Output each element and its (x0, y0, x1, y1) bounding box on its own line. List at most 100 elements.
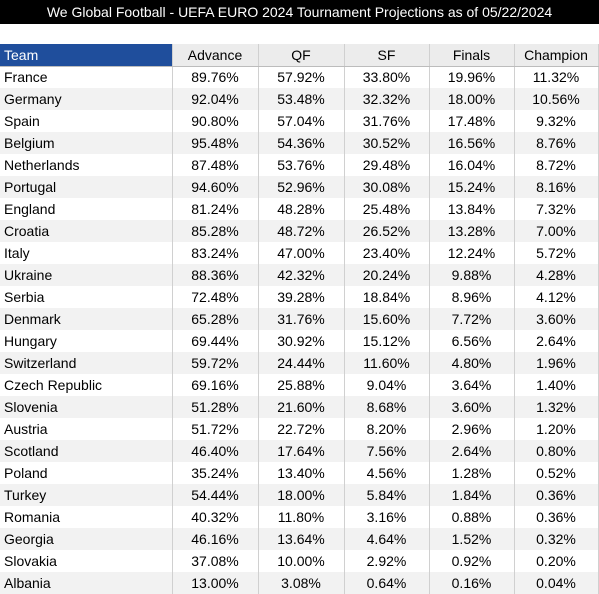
cell-qf: 31.76% (258, 308, 345, 330)
cell-sf: 8.68% (344, 396, 430, 418)
cell-sf: 4.64% (344, 528, 430, 550)
cell-champion: 7.00% (514, 220, 599, 242)
table-row: Scotland 46.40% 17.64% 7.56% 2.64% 0.80% (0, 440, 599, 462)
cell-champion: 4.28% (514, 264, 599, 286)
cell-qf: 13.64% (258, 528, 345, 550)
cell-team: Italy (0, 242, 173, 264)
column-header-sf[interactable]: SF (344, 44, 430, 67)
cell-qf: 42.32% (258, 264, 345, 286)
cell-finals: 17.48% (429, 110, 515, 132)
cell-sf: 0.64% (344, 572, 430, 594)
table-row: Netherlands 87.48% 53.76% 29.48% 16.04% 8.72% (0, 154, 599, 176)
cell-team: Austria (0, 418, 173, 440)
cell-qf: 48.28% (258, 198, 345, 220)
cell-advance: 46.16% (172, 528, 259, 550)
cell-champion: 0.36% (514, 506, 599, 528)
cell-sf: 25.48% (344, 198, 430, 220)
cell-advance: 69.16% (172, 374, 259, 396)
cell-finals: 3.64% (429, 374, 515, 396)
cell-team: Portugal (0, 176, 173, 198)
cell-sf: 31.76% (344, 110, 430, 132)
cell-qf: 24.44% (258, 352, 345, 374)
cell-champion: 10.56% (514, 88, 599, 110)
cell-finals: 0.92% (429, 550, 515, 572)
cell-advance: 35.24% (172, 462, 259, 484)
cell-champion: 1.96% (514, 352, 599, 374)
cell-champion: 0.20% (514, 550, 599, 572)
table-row: Denmark 65.28% 31.76% 15.60% 7.72% 3.60% (0, 308, 599, 330)
cell-finals: 1.28% (429, 462, 515, 484)
cell-finals: 7.72% (429, 308, 515, 330)
cell-finals: 2.96% (429, 418, 515, 440)
cell-team: Poland (0, 462, 173, 484)
cell-champion: 8.72% (514, 154, 599, 176)
cell-finals: 13.84% (429, 198, 515, 220)
cell-sf: 5.84% (344, 484, 430, 506)
projections-table: Team Advance QF SF Finals Champion Franc… (0, 44, 599, 594)
cell-champion: 5.72% (514, 242, 599, 264)
cell-team: Czech Republic (0, 374, 173, 396)
table-row: Spain 90.80% 57.04% 31.76% 17.48% 9.32% (0, 110, 599, 132)
column-header-team[interactable]: Team (0, 44, 173, 67)
cell-qf: 17.64% (258, 440, 345, 462)
column-header-champion[interactable]: Champion (514, 44, 599, 67)
cell-team: France (0, 66, 173, 88)
cell-qf: 48.72% (258, 220, 345, 242)
cell-advance: 59.72% (172, 352, 259, 374)
cell-advance: 88.36% (172, 264, 259, 286)
cell-sf: 33.80% (344, 66, 430, 88)
cell-sf: 29.48% (344, 154, 430, 176)
cell-team: Croatia (0, 220, 173, 242)
cell-qf: 10.00% (258, 550, 345, 572)
column-header-qf[interactable]: QF (258, 44, 345, 67)
table-row: Ukraine 88.36% 42.32% 20.24% 9.88% 4.28% (0, 264, 599, 286)
cell-advance: 54.44% (172, 484, 259, 506)
table-row: Serbia 72.48% 39.28% 18.84% 8.96% 4.12% (0, 286, 599, 308)
cell-sf: 15.12% (344, 330, 430, 352)
cell-advance: 13.00% (172, 572, 259, 594)
cell-finals: 6.56% (429, 330, 515, 352)
cell-champion: 4.12% (514, 286, 599, 308)
table-row: Czech Republic 69.16% 25.88% 9.04% 3.64% 1.40… (0, 374, 599, 396)
cell-finals: 13.28% (429, 220, 515, 242)
cell-sf: 26.52% (344, 220, 430, 242)
cell-advance: 90.80% (172, 110, 259, 132)
cell-qf: 11.80% (258, 506, 345, 528)
cell-qf: 52.96% (258, 176, 345, 198)
cell-sf: 8.20% (344, 418, 430, 440)
cell-finals: 12.24% (429, 242, 515, 264)
cell-sf: 18.84% (344, 286, 430, 308)
cell-sf: 30.52% (344, 132, 430, 154)
cell-team: Switzerland (0, 352, 173, 374)
page-title: We Global Football - UEFA EURO 2024 Tour… (0, 0, 599, 24)
cell-qf: 25.88% (258, 374, 345, 396)
table-row: Austria 51.72% 22.72% 8.20% 2.96% 1.20% (0, 418, 599, 440)
cell-champion: 1.32% (514, 396, 599, 418)
cell-qf: 53.48% (258, 88, 345, 110)
table-row: France 89.76% 57.92% 33.80% 19.96% 11.32% (0, 66, 599, 88)
cell-finals: 1.52% (429, 528, 515, 550)
cell-finals: 8.96% (429, 286, 515, 308)
cell-champion: 7.32% (514, 198, 599, 220)
column-header-finals[interactable]: Finals (429, 44, 515, 67)
cell-team: Netherlands (0, 154, 173, 176)
column-header-advance[interactable]: Advance (172, 44, 259, 67)
cell-advance: 89.76% (172, 66, 259, 88)
cell-sf: 2.92% (344, 550, 430, 572)
cell-finals: 19.96% (429, 66, 515, 88)
cell-sf: 15.60% (344, 308, 430, 330)
cell-qf: 30.92% (258, 330, 345, 352)
cell-qf: 3.08% (258, 572, 345, 594)
cell-qf: 47.00% (258, 242, 345, 264)
cell-qf: 39.28% (258, 286, 345, 308)
cell-advance: 94.60% (172, 176, 259, 198)
cell-qf: 57.04% (258, 110, 345, 132)
header-row: Team Advance QF SF Finals Champion (0, 44, 599, 67)
cell-champion: 0.36% (514, 484, 599, 506)
cell-champion: 9.32% (514, 110, 599, 132)
cell-qf: 57.92% (258, 66, 345, 88)
table-body: France 89.76% 57.92% 33.80% 19.96% 11.32% Germ… (0, 66, 599, 594)
cell-sf: 23.40% (344, 242, 430, 264)
cell-sf: 9.04% (344, 374, 430, 396)
cell-champion: 8.76% (514, 132, 599, 154)
